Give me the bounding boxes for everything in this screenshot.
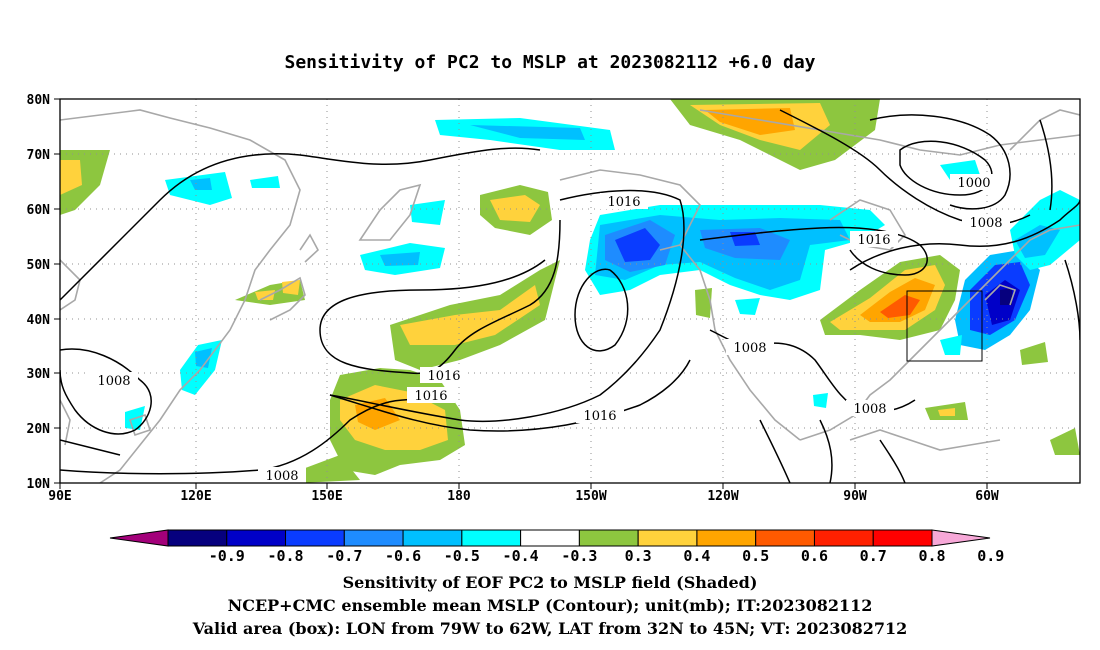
coastlines: [60, 109, 1080, 483]
coastline-kamchatka: [358, 183, 422, 241]
colorbar-swatch: [226, 529, 287, 547]
caption-line-2: NCEP+CMC ensemble mean MSLP (Contour); u…: [228, 596, 873, 615]
colorbar-swatch: [696, 529, 757, 547]
contour-label: 1016: [414, 389, 447, 404]
lon-label: 150W: [575, 489, 606, 504]
map-gridlines: [60, 99, 1080, 483]
contour-label: 1008: [969, 216, 1002, 231]
colorbar-swatch: [755, 529, 815, 547]
lon-label: 90E: [48, 489, 71, 504]
colorbar-extend-low: [109, 529, 169, 547]
lat-label: 50N: [27, 258, 51, 273]
caption-line-3: Valid area (box): LON from 79W to 62W, L…: [192, 619, 908, 638]
coastline-caribbean: [849, 429, 1001, 451]
colorbar-tick-label: -0.3: [561, 547, 597, 565]
shaded-sensitivity: [60, 99, 1080, 483]
colorbar-tick-label: -0.9: [209, 547, 245, 565]
colorbar-tick-label: 0.7: [860, 547, 887, 565]
contour-1016-america: [699, 226, 928, 276]
colorbar-swatch: [813, 529, 874, 547]
contour-label: 1016: [857, 233, 890, 248]
coastline-alaska: [559, 169, 701, 251]
lat-label: 10N: [27, 477, 51, 492]
lat-label: 40N: [27, 313, 51, 328]
colorbar-tick-label: -0.6: [385, 547, 421, 565]
lat-label: 30N: [27, 367, 51, 382]
contour-1008-atlantic: [849, 199, 1080, 271]
colorbar-tick-label: 0.8: [918, 547, 945, 565]
coastline-asia: [60, 109, 301, 483]
colorbar: [109, 529, 991, 547]
contour-1008-pacific-south: [60, 398, 431, 475]
colorbar-tick-label: 0.4: [683, 547, 710, 565]
contour-1016-outer: [329, 189, 685, 423]
contour-1008-west: [60, 147, 541, 301]
colorbar-tick-label: 0.6: [801, 547, 828, 565]
lon-label: 90W: [843, 489, 867, 504]
lon-label: 120W: [707, 489, 738, 504]
lon-label: 150E: [311, 489, 342, 504]
figure-title: Sensitivity of PC2 to MSLP at 2023082112…: [284, 52, 815, 73]
lat-label: 80N: [27, 93, 51, 108]
colorbar-swatch: [637, 529, 698, 547]
lat-label: 60N: [27, 203, 51, 218]
colorbar-swatch: [872, 529, 933, 547]
colorbar-tick-label: -0.7: [326, 547, 362, 565]
map-ticks: [54, 98, 988, 489]
colorbar-swatch: [520, 529, 580, 547]
contour-labels: 1016 1016 1016 1016 1016 1008 1008 1008 …: [90, 174, 1010, 484]
colorbar-swatch: [402, 529, 463, 547]
colorbar-swatch: [285, 529, 345, 547]
contour-1016-loop: [319, 219, 561, 375]
contour-1016-inner: [574, 268, 629, 352]
colorbar-tick-label: 0.3: [625, 547, 652, 565]
contour-label: 1008: [265, 469, 298, 484]
contour-label: 1008: [97, 374, 130, 389]
contour-label: 1016: [427, 369, 460, 384]
contour-label: 1008: [733, 341, 766, 356]
contour-1008-china: [60, 348, 152, 435]
colorbar-tick-label: 0.9: [977, 547, 1004, 565]
contour-label: 1016: [607, 195, 640, 210]
valid-area-box: [906, 290, 983, 362]
coastline-japan: [259, 276, 306, 321]
colorbar-tick-label: -0.4: [503, 547, 539, 565]
lon-label: 60W: [975, 489, 999, 504]
colorbar-tick-labels: -0.9 -0.8 -0.7 -0.6 -0.5 -0.4 -0.3 0.3 0.4 0.5 0.6…: [209, 547, 1005, 565]
contour-label: 1016: [583, 409, 616, 424]
colorbar-tick-label: 0.5: [742, 547, 769, 565]
latitude-labels: 80N 70N 60N 50N 40N 30N 20N 10N: [27, 93, 51, 492]
contour-1016-south: [329, 359, 691, 432]
map-panel: 1016 1016 1016 1016 1016 1008 1008 1008 …: [27, 93, 1081, 504]
lon-label: 180: [447, 489, 471, 504]
lon-label: 120E: [180, 489, 211, 504]
colorbar-extend-high: [931, 529, 991, 547]
colorbar-swatch: [461, 529, 522, 547]
colorbar-swatch: [167, 529, 228, 547]
caption-line-1: Sensitivity of EOF PC2 to MSLP field (Sh…: [343, 573, 758, 592]
contour-label: 1000: [957, 176, 990, 191]
colorbar-swatch: [578, 529, 639, 547]
longitude-labels: 90E 120E 150E 180 150W 120W 90W 60W: [48, 489, 999, 504]
contour-label: 1008: [853, 402, 886, 417]
lat-label: 70N: [27, 148, 51, 163]
lat-label: 20N: [27, 422, 51, 437]
contour-1008-southwest: [60, 439, 121, 456]
colorbar-tick-label: -0.8: [267, 547, 303, 565]
contour-1008-arctic: [869, 114, 1011, 210]
map-frame: [59, 98, 1081, 484]
colorbar-tick-label: -0.5: [444, 547, 480, 565]
colorbar-swatch: [343, 529, 404, 547]
